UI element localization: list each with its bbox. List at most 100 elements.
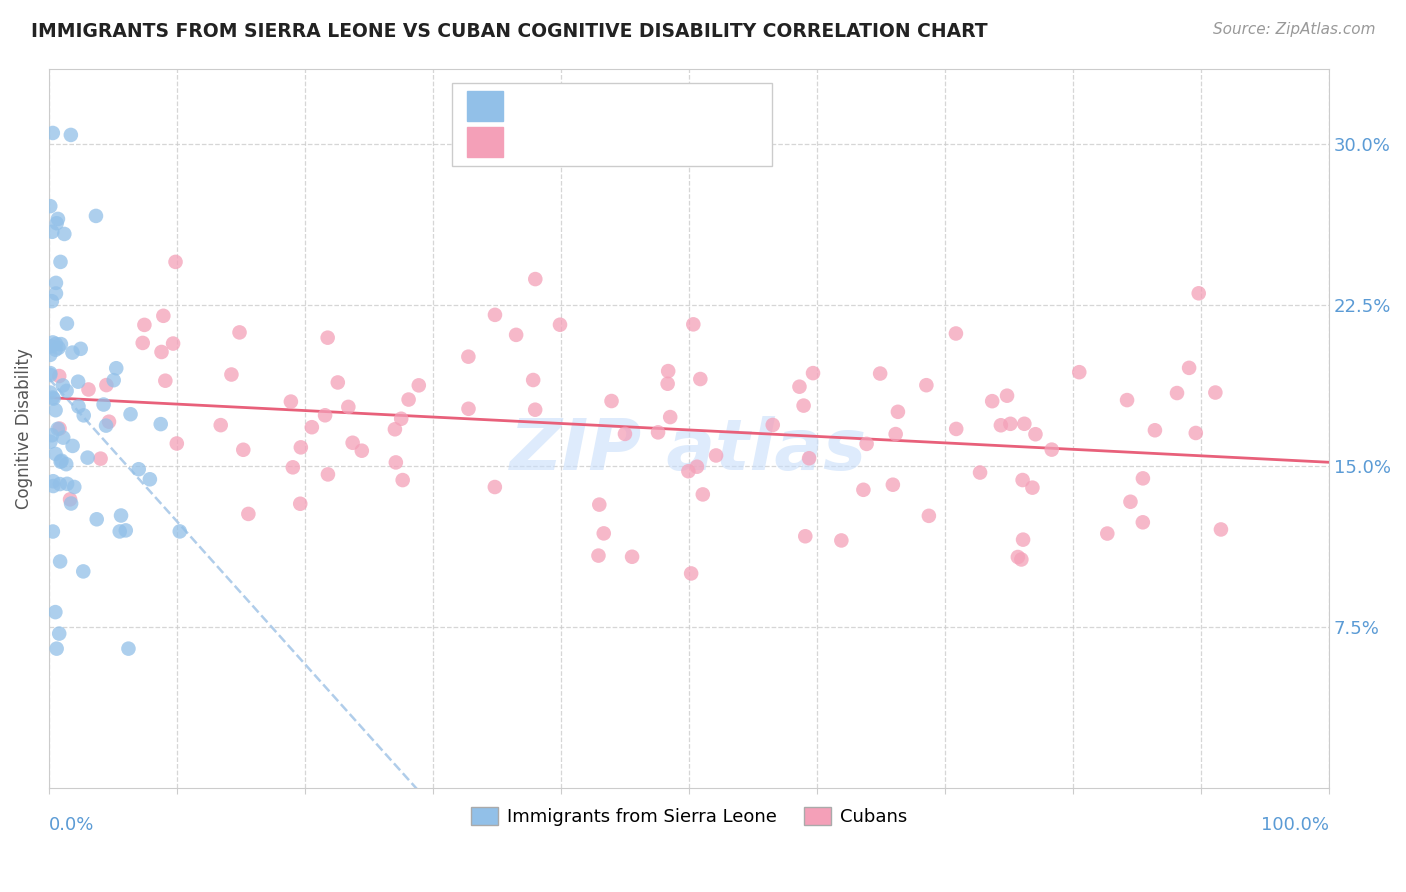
Point [281,460,304,475]
Point [1209,523,1232,537]
Point [76,450,98,465]
Point [49,455,72,469]
Point [484,480,506,494]
Point [59,492,82,507]
Point [1166,386,1188,401]
Point [209,418,232,433]
Point [316,467,339,482]
Point [69,342,91,356]
Point [169,524,191,539]
Point [457,401,479,416]
Point [522,373,544,387]
Point [484,308,506,322]
Point [647,425,669,440]
Point [689,372,711,386]
Point [162,336,184,351]
Point [588,498,610,512]
Point [678,464,700,478]
Point [39,434,62,449]
Point [42,335,65,350]
Point [221,368,243,382]
Point [149,417,172,431]
Point [548,318,571,332]
Point [67,375,90,389]
Point [657,376,679,391]
Point [290,441,312,455]
Point [350,443,373,458]
Point [86,512,108,526]
Point [42,126,65,140]
Point [1184,425,1206,440]
Point [46,211,69,226]
Point [945,422,967,436]
Text: 0.0%: 0.0% [49,815,94,834]
Point [98,415,121,429]
Point [56,476,79,491]
Point [995,389,1018,403]
Point [887,405,910,419]
Point [301,420,323,434]
Point [114,524,136,538]
Point [657,364,679,378]
Point [797,451,820,466]
Point [49,255,72,269]
Point [314,409,336,423]
Point [1069,365,1091,379]
Point [45,276,67,290]
Point [524,272,547,286]
Point [918,508,941,523]
Point [45,286,67,301]
Point [1132,471,1154,485]
Point [1024,427,1046,442]
Point [681,566,703,581]
Point [915,378,938,392]
Text: IMMIGRANTS FROM SIERRA LEONE VS CUBAN COGNITIVE DISABILITY CORRELATION CHART: IMMIGRANTS FROM SIERRA LEONE VS CUBAN CO… [31,22,987,41]
Point [398,392,420,407]
Bar [467,127,503,157]
Point [457,350,479,364]
Point [39,385,62,400]
Point [41,391,63,405]
Point [39,339,62,353]
Point [103,373,125,387]
Point [613,426,636,441]
Point [134,318,156,332]
Point [389,411,412,425]
Point [945,326,967,341]
Point [1011,473,1033,487]
Point [228,326,250,340]
Point [600,394,623,409]
Y-axis label: Cognitive Disability: Cognitive Disability [15,348,32,508]
Point [152,309,174,323]
Point [77,383,100,397]
Point [128,462,150,476]
Point [44,605,66,619]
Point [1000,417,1022,431]
Point [48,369,70,384]
Point [84,209,107,223]
Text: R = -0.186   N = 106: R = -0.186 N = 106 [513,133,718,151]
Point [326,376,349,390]
Point [704,449,727,463]
Text: 100.0%: 100.0% [1261,815,1329,834]
Point [1014,417,1036,431]
Point [524,402,547,417]
Bar [467,91,503,121]
Point [120,407,142,421]
Point [55,384,77,398]
Point [238,507,260,521]
Point [60,496,83,510]
Point [59,128,82,142]
Point [384,422,406,436]
Point [990,418,1012,433]
Point [56,317,79,331]
Point [290,497,312,511]
Point [882,477,904,491]
Point [682,318,704,332]
Point [62,439,84,453]
Point [342,435,364,450]
Point [96,378,118,392]
Point [45,641,67,656]
Point [55,457,77,471]
Point [794,529,817,543]
